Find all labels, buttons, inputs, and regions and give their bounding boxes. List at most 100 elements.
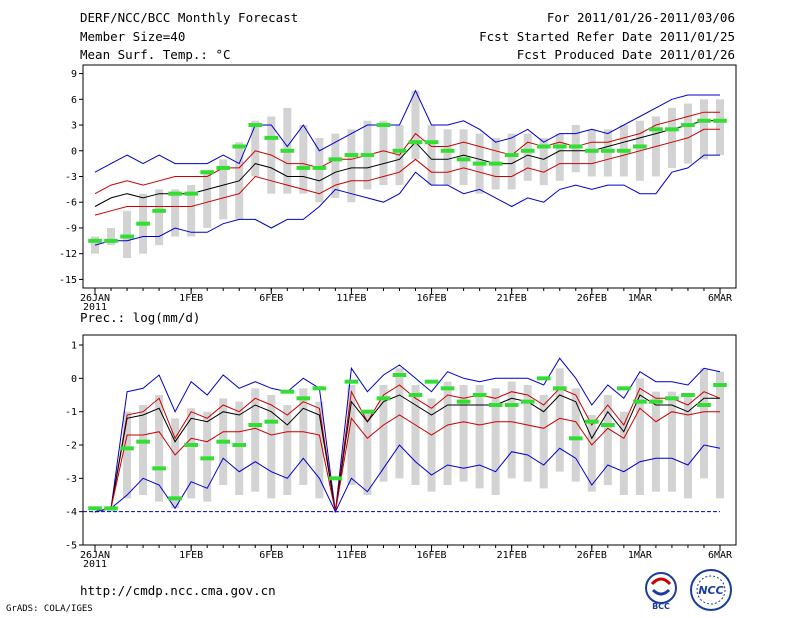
temp-xtick-label: 1MAR [628, 293, 653, 304]
temp-spread-box [715, 99, 725, 156]
precip-observed-marker [488, 403, 503, 407]
precip-ytick-label: -1 [65, 407, 77, 418]
ncc-logo: NCC [688, 568, 734, 612]
precip-xtick-label: 11FEB [336, 550, 366, 561]
precip-observed-marker [136, 439, 150, 444]
precip-observed-marker [584, 419, 599, 424]
precip-observed-marker [248, 423, 263, 427]
temp-observed-marker [136, 221, 150, 226]
chart-title: DERF/NCC/BCC Monthly Forecast [80, 10, 299, 25]
precip-ytick-label: -5 [65, 541, 77, 552]
precip-series-upper [94, 384, 721, 513]
temp-observed-marker [248, 123, 263, 128]
temp-spread-box [507, 133, 516, 190]
temp-xtick-label: 6MAR [708, 293, 733, 304]
temp-xtick-label: 11FEB [336, 293, 366, 304]
temp-spread-box [331, 133, 340, 198]
precip-spread-box [475, 385, 484, 489]
precip-spread-box [251, 388, 260, 492]
temp-observed-marker [504, 153, 519, 158]
precip-ytick-label: 0 [71, 374, 77, 385]
temp-observed-marker [617, 148, 631, 153]
temp-observed-marker [713, 118, 727, 123]
temp-xtick-label: 2011 [83, 302, 107, 313]
precip-observed-marker [344, 379, 359, 384]
temp-spread-box [107, 227, 116, 246]
temp-xtick-label: 1FEB [179, 293, 203, 304]
precip-observed-marker [232, 443, 247, 447]
temp-spread-box [251, 120, 260, 177]
temp-observed-marker [584, 148, 599, 153]
temp-observed-marker [120, 234, 134, 239]
precip-spread-box [603, 395, 612, 485]
precip-observed-marker [713, 383, 727, 387]
temp-ytick-label: -15 [59, 275, 77, 286]
temp-spread-box [171, 189, 180, 237]
precip-observed-marker [536, 376, 551, 381]
precip-observed-marker [552, 386, 567, 391]
precip-ytick-label: -4 [65, 507, 77, 518]
temp-observed-marker [520, 148, 535, 153]
temp-spread-box [443, 129, 452, 186]
precip-xtick-label: 26FEB [577, 550, 607, 561]
precip-xtick-label: 1FEB [179, 550, 203, 561]
temp-spread-box [683, 103, 692, 164]
temp-ytick-label: 6 [71, 95, 77, 106]
precip-observed-marker [601, 423, 615, 427]
precip-series-lower [94, 407, 720, 513]
precip-observed-marker [697, 403, 711, 407]
precip-observed-marker [312, 386, 327, 391]
temp-observed-marker [296, 165, 311, 170]
precip-spread-box [155, 395, 164, 502]
refer-date: Fcst Started Refer Date 2011/01/25 [479, 29, 735, 44]
precip-spread-box [443, 381, 452, 485]
precip-observed-marker [617, 386, 631, 391]
precip-spread-box [459, 385, 468, 482]
precip-observed-marker [104, 506, 118, 511]
precip-spread-box [683, 395, 692, 499]
precip-observed-marker [360, 409, 375, 414]
precip-observed-marker [264, 419, 279, 424]
temp-observed-marker [312, 165, 327, 170]
precip-spread-box [267, 395, 276, 499]
precip-series-max [94, 357, 721, 513]
precip-spread-box [507, 381, 516, 479]
precip-observed-marker [216, 439, 231, 444]
temp-spread-box [315, 137, 324, 203]
precip-xtick-label: 16FEB [416, 550, 446, 561]
temp-observed-marker [88, 238, 102, 243]
temp-spread-box [571, 125, 580, 173]
temp-observed-marker [601, 148, 615, 153]
temp-spread-box [187, 185, 196, 237]
grads-credit: GrADS: COLA/IGES [6, 604, 93, 614]
temp-spread-box [90, 236, 100, 254]
temp-ytick-label: 3 [71, 121, 77, 132]
temp-ytick-label: -3 [65, 172, 77, 183]
precip-observed-marker [152, 466, 166, 471]
temp-spread-box [219, 159, 228, 220]
precip-observed-marker [168, 496, 182, 501]
precip-observed-marker [649, 399, 663, 404]
precip-observed-marker [440, 386, 455, 391]
temp-ytick-label: -9 [65, 223, 77, 234]
temp-series-max [94, 89, 720, 173]
temp-spread-box [555, 133, 564, 181]
temp-observed-marker [280, 148, 295, 153]
precip-ytick-label: 1 [71, 341, 77, 352]
precip-observed-marker [184, 443, 198, 447]
temp-observed-marker [424, 140, 439, 145]
precip-spread-box [635, 378, 644, 495]
temp-spread-box [459, 129, 468, 186]
temp-series-upper [94, 111, 720, 195]
temp-observed-marker [264, 135, 279, 140]
precip-spread-box [699, 368, 708, 479]
precip-spread-box [187, 408, 196, 499]
footer-url[interactable]: http://cmdp.ncc.cma.gov.cn [80, 583, 276, 598]
ncc-logo-text: NCC [698, 584, 723, 597]
temp-observed-marker [360, 153, 375, 158]
temp-spread-box [411, 90, 420, 160]
temp-spread-box [539, 137, 548, 186]
temp-observed-marker [232, 144, 247, 149]
precip-spread-box [123, 411, 132, 499]
